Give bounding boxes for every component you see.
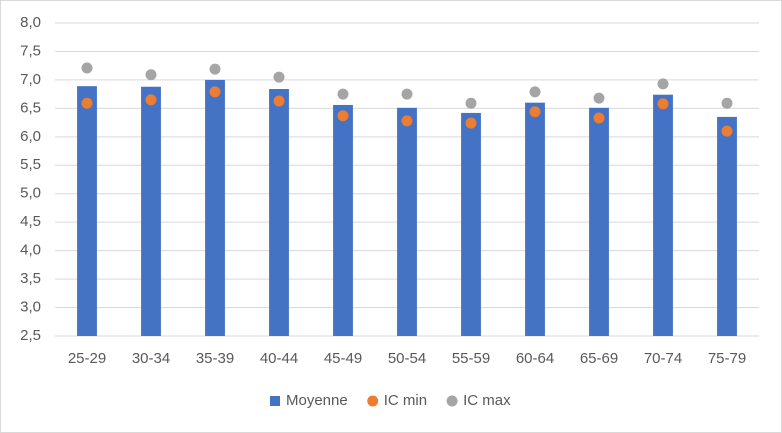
y-tick-label: 2,5 (20, 327, 41, 344)
marker (721, 125, 733, 137)
legend-label: IC max (463, 392, 511, 409)
marker (593, 92, 605, 104)
legend-swatch (270, 396, 280, 406)
marker (721, 97, 733, 109)
legend-swatch (367, 395, 379, 407)
x-tick-label: 70-74 (644, 350, 682, 367)
x-tick-label: 25-29 (68, 350, 106, 367)
marker (209, 86, 221, 98)
legend-label: IC min (384, 392, 427, 409)
marker (145, 69, 157, 81)
bar (589, 107, 609, 336)
x-tick-label: 40-44 (260, 350, 298, 367)
y-tick-label: 5,0 (20, 185, 41, 202)
y-tick-label: 3,0 (20, 299, 41, 316)
marker (81, 97, 93, 109)
bar (525, 102, 545, 336)
marker (529, 86, 541, 98)
marker (593, 112, 605, 124)
marker (465, 97, 477, 109)
bar (141, 86, 161, 336)
x-tick-label: 75-79 (708, 350, 746, 367)
y-tick-label: 8,0 (20, 14, 41, 31)
y-tick-label: 7,5 (20, 42, 41, 59)
y-tick-label: 4,5 (20, 213, 41, 230)
y-tick-label: 7,0 (20, 71, 41, 88)
marker (81, 62, 93, 74)
bar (397, 107, 417, 336)
marker (401, 88, 413, 100)
marker (657, 78, 669, 90)
marker (657, 98, 669, 110)
y-tick-label: 3,5 (20, 270, 41, 287)
y-tick-label: 6,5 (20, 99, 41, 116)
marker (465, 117, 477, 129)
bar (205, 79, 225, 336)
y-tick-label: 4,0 (20, 242, 41, 259)
y-tick-label: 5,5 (20, 156, 41, 173)
bar (269, 89, 289, 336)
x-tick-label: 35-39 (196, 350, 234, 367)
marker (529, 106, 541, 118)
marker (145, 94, 157, 106)
bar (77, 86, 97, 336)
marker (337, 110, 349, 122)
marker (273, 95, 285, 107)
marker (273, 71, 285, 83)
marker (209, 63, 221, 75)
x-tick-label: 30-34 (132, 350, 170, 367)
marker (337, 88, 349, 100)
legend-label: Moyenne (286, 392, 348, 409)
x-tick-label: 50-54 (388, 350, 426, 367)
bar (717, 116, 737, 337)
y-tick-label: 6,0 (20, 128, 41, 145)
x-tick-label: 65-69 (580, 350, 618, 367)
marker (401, 115, 413, 127)
bar (653, 94, 673, 337)
bar (333, 104, 353, 336)
x-tick-label: 60-64 (516, 350, 554, 367)
x-tick-label: 55-59 (452, 350, 490, 367)
x-tick-label: 45-49 (324, 350, 362, 367)
legend-swatch (446, 395, 458, 407)
bar (461, 112, 481, 336)
